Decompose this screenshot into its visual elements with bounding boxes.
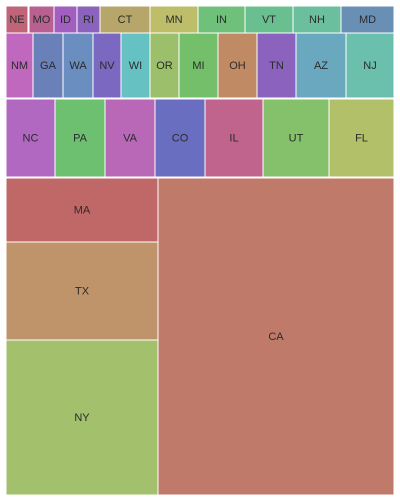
treemap-rect-ma (5, 177, 159, 243)
treemap-cell-in: IN (197, 5, 246, 34)
treemap-rect-oh (217, 32, 258, 99)
treemap-cell-vt: VT (244, 5, 294, 34)
treemap-rect-nv (92, 32, 122, 99)
treemap-rect-co (154, 98, 206, 178)
treemap-label-vt: VT (262, 14, 276, 26)
treemap-cell-mn: MN (149, 5, 199, 34)
treemap-cell-nm: NM (5, 32, 34, 99)
treemap-cell-ga: GA (32, 32, 64, 99)
treemap-rect-il (204, 98, 264, 178)
treemap-cell-ut: UT (262, 98, 330, 178)
treemap-rect-ny (5, 339, 159, 496)
treemap-cell-wi: WI (120, 32, 151, 99)
treemap-cell-co: CO (154, 98, 206, 178)
treemap-label-fl: FL (355, 132, 368, 144)
treemap-label-tx: TX (75, 285, 90, 297)
treemap-cell-ny: NY (5, 339, 159, 496)
treemap-label-mi: MI (192, 60, 204, 72)
treemap-cell-nc: NC (5, 98, 56, 178)
treemap-label-ma: MA (74, 204, 91, 216)
treemap-cell-az: AZ (295, 32, 347, 99)
treemap-cell-or: OR (149, 32, 180, 99)
treemap-label-md: MD (359, 14, 376, 26)
treemap-label-oh: OH (229, 60, 246, 72)
treemap-label-va: VA (123, 132, 138, 144)
treemap-cell-nv: NV (92, 32, 122, 99)
treemap-rect-ga (32, 32, 64, 99)
treemap-cell-wa: WA (62, 32, 94, 99)
treemap-rect-nc (5, 98, 56, 178)
treemap-cell-id: ID (53, 5, 78, 34)
treemap-label-nj: NJ (363, 60, 376, 72)
treemap-label-ct: CT (118, 14, 133, 26)
treemap-cell-tx: TX (5, 241, 159, 341)
treemap-label-wi: WI (129, 60, 142, 72)
treemap-cell-ca: CA (157, 177, 395, 496)
treemap-cell-pa: PA (54, 98, 106, 178)
treemap-rect-md (340, 5, 395, 34)
treemap-cell-ne: NE (5, 5, 29, 34)
treemap-cell-va: VA (104, 98, 156, 178)
treemap-label-ny: NY (74, 412, 90, 424)
treemap-rect-or (149, 32, 180, 99)
treemap-label-ne: NE (9, 14, 24, 26)
treemap-rect-ca (157, 177, 395, 496)
treemap-label-nm: NM (11, 60, 28, 72)
treemap-label-tn: TN (269, 60, 284, 72)
treemap-cell-ri: RI (76, 5, 101, 34)
treemap-label-az: AZ (314, 60, 328, 72)
treemap-rect-ut (262, 98, 330, 178)
treemap-rect-tx (5, 241, 159, 341)
treemap-rect-mo (28, 5, 55, 34)
treemap-rect-nj (345, 32, 395, 99)
treemap-cell-mi: MI (178, 32, 219, 99)
treemap-cell-nh: NH (292, 5, 342, 34)
treemap-rect-va (104, 98, 156, 178)
treemap-label-wa: WA (69, 60, 87, 72)
treemap-label-il: IL (229, 132, 238, 144)
treemap-label-mo: MO (33, 14, 51, 26)
treemap-cell-ma: MA (5, 177, 159, 243)
treemap-cell-md: MD (340, 5, 395, 34)
treemap-cell-ct: CT (99, 5, 151, 34)
treemap-rect-fl (328, 98, 395, 178)
treemap-rect-az (295, 32, 347, 99)
treemap-label-ca: CA (268, 331, 284, 343)
treemap-label-or: OR (156, 60, 173, 72)
treemap-rect-nm (5, 32, 34, 99)
treemap-label-id: ID (60, 14, 71, 26)
treemap-label-in: IN (216, 14, 227, 26)
treemap-rect-wa (62, 32, 94, 99)
treemap-label-pa: PA (73, 132, 88, 144)
treemap-rect-tn (256, 32, 297, 99)
treemap-label-co: CO (172, 132, 189, 144)
treemap-cell-mo: MO (28, 5, 55, 34)
treemap-cell-tn: TN (256, 32, 297, 99)
treemap-cell-il: IL (204, 98, 264, 178)
treemap-cell-nj: NJ (345, 32, 395, 99)
treemap-label-ut: UT (289, 132, 304, 144)
treemap-label-nc: NC (23, 132, 39, 144)
treemap-cell-oh: OH (217, 32, 258, 99)
treemap-label-nh: NH (309, 14, 325, 26)
treemap-label-ri: RI (83, 14, 94, 26)
treemap-label-mn: MN (165, 14, 182, 26)
treemap-cell-fl: FL (328, 98, 395, 178)
treemap-label-nv: NV (99, 60, 115, 72)
treemap-label-ga: GA (40, 60, 57, 72)
